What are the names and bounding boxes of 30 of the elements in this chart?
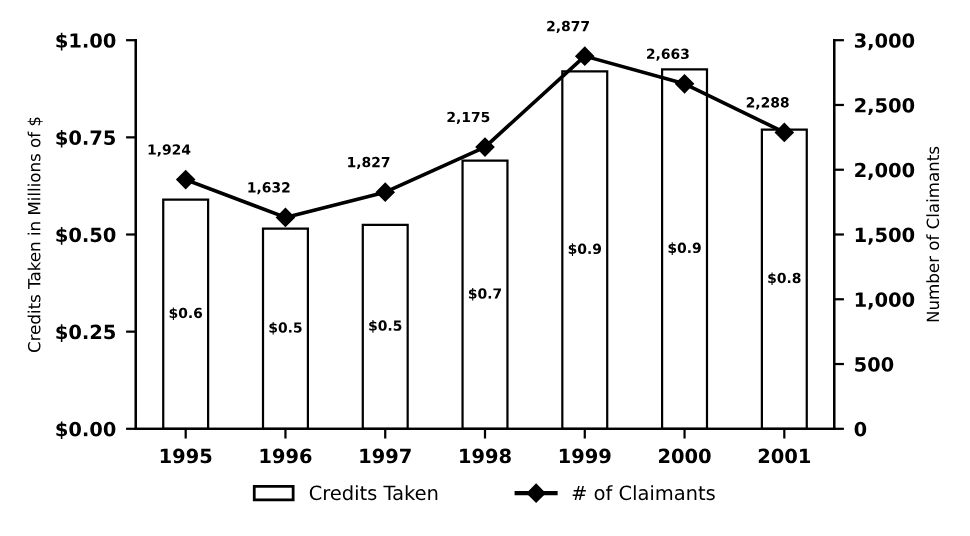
x-tick-label: 1996: [260, 448, 312, 464]
y-tick-label: $1.00: [56, 32, 116, 51]
point: [775, 123, 794, 142]
point: [575, 46, 595, 66]
y2-tick-label: 2,000: [855, 162, 915, 180]
x-tick-label: 1995: [160, 448, 212, 464]
y-tick-label: $0.75: [56, 129, 115, 148]
point: [475, 137, 495, 157]
y2-tick-label: 500: [855, 356, 894, 372]
y-tick-label: $0.50: [56, 227, 116, 245]
point: [375, 182, 395, 202]
y-axis-title: Credits Taken in Millions of $: [27, 117, 43, 353]
point: [176, 170, 195, 189]
y2-tick-label: 3,000: [854, 33, 915, 51]
x-tick-label: 1998: [460, 448, 511, 464]
x-tick-label: 2000: [659, 448, 711, 464]
point: [276, 208, 295, 227]
y-tick-label: $0.25: [56, 324, 115, 342]
y2-axis-title: Number of Claimants: [926, 146, 940, 322]
x-tick-label: 1997: [360, 448, 411, 464]
x-tick-label: 2001: [758, 448, 811, 464]
x-tick-label: 1999: [559, 448, 611, 464]
y2-tick-label: 2,500: [855, 97, 915, 116]
y-tick-label: $0.00: [56, 421, 116, 440]
point: [675, 74, 694, 94]
y2-tick-label: 1,000: [855, 292, 915, 310]
y2-tick-label: 0: [854, 421, 867, 437]
y2-tick-label: 1,500: [855, 227, 915, 245]
legend-label: Credits Taken: [309, 485, 438, 501]
legend-label: # of Claimants: [572, 485, 715, 501]
